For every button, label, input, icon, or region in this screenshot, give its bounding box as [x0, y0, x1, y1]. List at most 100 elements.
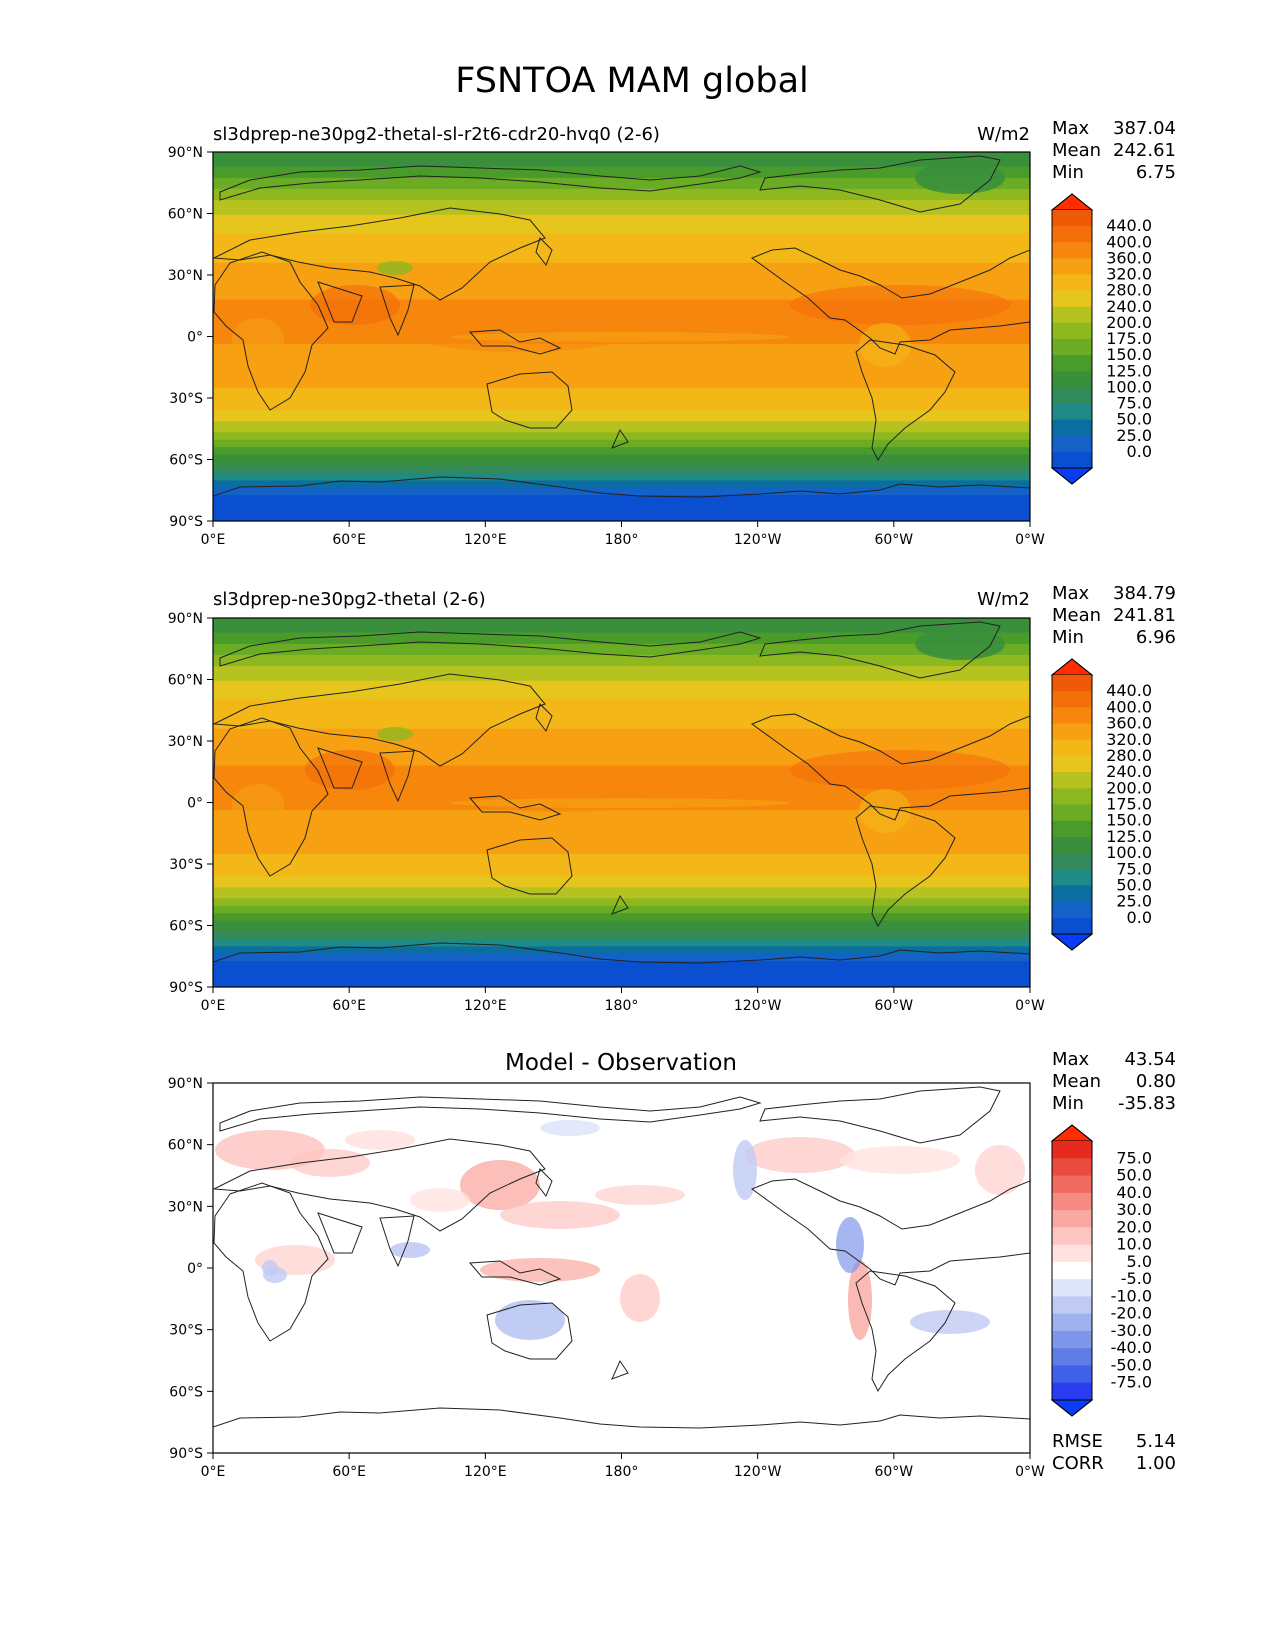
- latitude-band: [213, 913, 1030, 922]
- latitude-band: [213, 343, 1030, 364]
- positive-anomaly: [620, 1274, 660, 1322]
- colorbar-label: 400.0: [1106, 232, 1152, 251]
- latitude-band: [213, 432, 1030, 441]
- colorbar-label: 100.0: [1106, 843, 1152, 862]
- colorbar-level: [1052, 1348, 1092, 1366]
- stat-max-value: 43.54: [1124, 1049, 1176, 1070]
- lat-axis: 90°N 60°N 30°N 0° 30°S 60°S 90°S: [168, 611, 213, 996]
- stat-max-label: Max: [1052, 583, 1090, 604]
- stat-mean-label: Mean: [1052, 1071, 1101, 1092]
- colorbar-level: [1052, 1244, 1092, 1263]
- colorbar-label: 100.0: [1106, 377, 1152, 396]
- latitude-band: [213, 152, 1030, 168]
- colorbar-label: 125.0: [1106, 361, 1152, 380]
- colorbar-label: 440.0: [1106, 681, 1152, 700]
- lat-tick-label: 60°S: [169, 919, 203, 935]
- colorbar-level: [1052, 355, 1092, 372]
- colorbar-outline: [1051, 1124, 1093, 1417]
- colorbar-level: [1052, 917, 1092, 935]
- colorbar-extend-bottom: [1050, 467, 1094, 485]
- lon-tick-label: 0°W: [1015, 532, 1045, 548]
- lon-tick-label: 180°: [605, 998, 639, 1014]
- latitude-band: [213, 809, 1030, 830]
- lon-tick-label: 0°E: [201, 998, 226, 1014]
- colorbar-label: 175.0: [1106, 795, 1152, 814]
- lat-tick-label: 30°N: [168, 734, 203, 750]
- lat-tick-label: 0°: [187, 796, 203, 812]
- colorbar-label: 10.0: [1116, 1235, 1152, 1254]
- latitude-band: [213, 421, 1030, 434]
- colorbar-outline: [1051, 658, 1093, 951]
- difference-background: [213, 1083, 1030, 1453]
- colorbar-level: [1052, 1158, 1092, 1177]
- colorbar-level: [1052, 691, 1092, 708]
- latitude-band: [213, 199, 1030, 216]
- positive-anomaly: [410, 1188, 470, 1212]
- negative-anomaly: [836, 1217, 864, 1273]
- positive-anomaly: [290, 1149, 370, 1177]
- latitude-band: [213, 898, 1030, 907]
- panel-units: W/m2: [977, 589, 1030, 610]
- colorbar-label: 400.0: [1106, 697, 1152, 716]
- latitude-band: [213, 931, 1030, 941]
- colorbar-level: [1052, 804, 1092, 822]
- cool-region-tibet: [377, 727, 413, 741]
- colorbar-label: 125.0: [1106, 827, 1152, 846]
- rmse-label: RMSE: [1052, 1431, 1103, 1452]
- colorbar-level: [1052, 419, 1092, 437]
- colorbar-level: [1052, 1261, 1092, 1280]
- lat-tick-label: 90°N: [168, 145, 203, 161]
- colorbar-level: [1052, 836, 1092, 854]
- lat-tick-label: 60°N: [168, 207, 203, 223]
- colorbar-level: [1052, 451, 1092, 469]
- metrics-block: RMSE 5.14 CORR 1.00: [1052, 1431, 1176, 1474]
- latitude-band: [213, 828, 1030, 856]
- colorbar-level: [1052, 435, 1092, 453]
- panel-units: W/m2: [977, 124, 1030, 145]
- lon-tick-label: 60°E: [332, 1464, 366, 1480]
- colorbar-label: 50.0: [1116, 410, 1152, 429]
- lat-tick-label: 90°S: [169, 514, 203, 530]
- panel-center-title: Model - Observation: [505, 1050, 737, 1076]
- colorbar-level: [1052, 1330, 1092, 1349]
- lat-tick-label: 0°: [187, 330, 203, 346]
- colorbar-label: 320.0: [1106, 730, 1152, 749]
- colorbar-label: 200.0: [1106, 313, 1152, 332]
- figure-title: FSNTOA MAM global: [455, 61, 809, 101]
- stat-min-label: Min: [1052, 627, 1084, 648]
- colorbar-level: [1052, 1227, 1092, 1246]
- colorbar-level: [1052, 788, 1092, 805]
- stat-mean-value: 241.81: [1113, 605, 1176, 626]
- lat-tick-label: 30°S: [169, 391, 203, 407]
- colorbar-level: [1052, 403, 1092, 421]
- latitude-band: [213, 388, 1030, 412]
- latitude-band: [213, 939, 1030, 948]
- colorbar-level: [1052, 1210, 1092, 1228]
- latitude-band: [213, 887, 1030, 900]
- colorbar-level: [1052, 885, 1092, 903]
- colorbar-label: 25.0: [1116, 426, 1152, 445]
- colorbar-level: [1052, 387, 1092, 404]
- stat-min-value: -35.83: [1118, 1093, 1176, 1114]
- lon-tick-label: 0°E: [201, 1464, 226, 1480]
- latitude-band: [213, 632, 1030, 645]
- colorbar-label: -50.0: [1111, 1355, 1152, 1374]
- stats-block: Max 384.79 Mean 241.81 Min 6.96: [1052, 583, 1176, 648]
- coastlines: [213, 621, 1030, 964]
- lon-tick-label: 120°E: [464, 1464, 507, 1480]
- colorbar-level: [1052, 258, 1092, 275]
- colorbar-label: 40.0: [1116, 1183, 1152, 1202]
- colorbar-label: 150.0: [1106, 345, 1152, 364]
- colorbar-label: 30.0: [1116, 1200, 1152, 1219]
- colorbar: 440.0400.0360.0320.0280.0240.0200.0175.0…: [1050, 658, 1152, 951]
- colorbar-label: -10.0: [1111, 1286, 1152, 1305]
- colorbar-label: 75.0: [1116, 859, 1152, 878]
- latitude-band: [213, 177, 1030, 190]
- lat-tick-label: 90°N: [168, 611, 203, 627]
- colorbar-label: 360.0: [1106, 248, 1152, 267]
- latitude-band: [213, 410, 1030, 423]
- latitude-band: [213, 166, 1030, 179]
- colorbar-level: [1052, 901, 1092, 919]
- colorbar-label: 440.0: [1106, 216, 1152, 235]
- colorbar-label: 0.0: [1127, 908, 1152, 927]
